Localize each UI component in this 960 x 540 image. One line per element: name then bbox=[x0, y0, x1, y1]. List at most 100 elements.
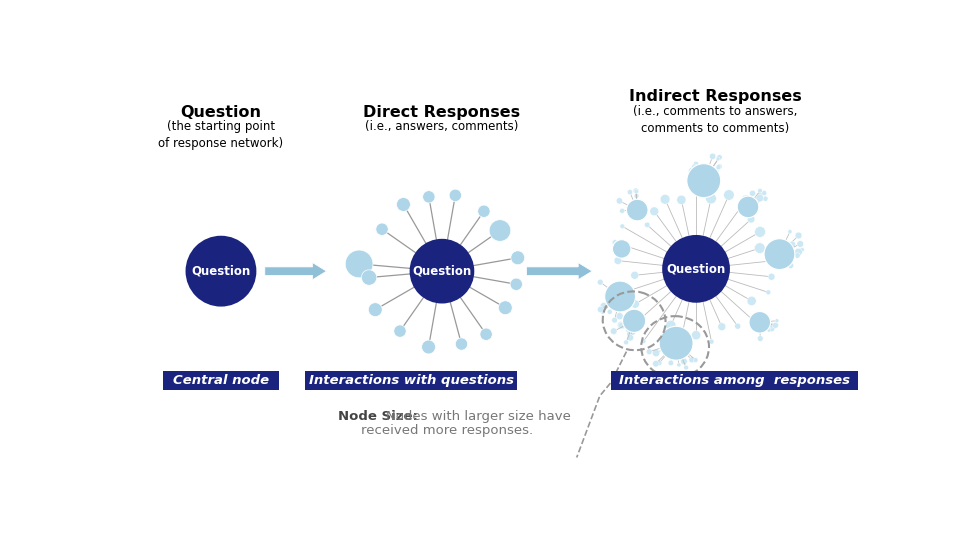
Circle shape bbox=[717, 164, 722, 169]
Circle shape bbox=[755, 226, 765, 237]
Circle shape bbox=[626, 327, 631, 333]
Text: (i.e., answers, comments): (i.e., answers, comments) bbox=[365, 120, 518, 133]
Circle shape bbox=[627, 334, 634, 341]
Text: Direct Responses: Direct Responses bbox=[364, 105, 520, 120]
Circle shape bbox=[788, 253, 795, 260]
Circle shape bbox=[490, 220, 511, 241]
Circle shape bbox=[749, 312, 771, 333]
Circle shape bbox=[706, 193, 716, 204]
Circle shape bbox=[766, 258, 774, 265]
Circle shape bbox=[660, 326, 693, 360]
Circle shape bbox=[635, 194, 638, 198]
Circle shape bbox=[646, 349, 652, 355]
Circle shape bbox=[789, 241, 796, 248]
Circle shape bbox=[795, 253, 800, 258]
Circle shape bbox=[657, 360, 661, 366]
Circle shape bbox=[712, 167, 719, 174]
Circle shape bbox=[689, 357, 695, 363]
Circle shape bbox=[787, 262, 794, 268]
Circle shape bbox=[620, 323, 626, 329]
Circle shape bbox=[681, 358, 687, 365]
Circle shape bbox=[653, 349, 660, 356]
Circle shape bbox=[768, 273, 775, 280]
Text: Question: Question bbox=[666, 262, 726, 275]
Circle shape bbox=[677, 363, 681, 367]
Circle shape bbox=[361, 270, 376, 285]
Circle shape bbox=[724, 190, 734, 200]
Circle shape bbox=[608, 309, 612, 314]
Circle shape bbox=[612, 240, 631, 258]
Circle shape bbox=[767, 328, 771, 332]
Circle shape bbox=[766, 290, 771, 295]
Circle shape bbox=[706, 166, 709, 171]
Circle shape bbox=[665, 320, 676, 330]
FancyBboxPatch shape bbox=[305, 372, 517, 390]
Circle shape bbox=[769, 323, 775, 328]
Circle shape bbox=[717, 154, 722, 160]
Circle shape bbox=[605, 281, 636, 312]
Circle shape bbox=[623, 309, 646, 332]
Circle shape bbox=[611, 328, 617, 334]
Circle shape bbox=[773, 322, 779, 328]
Circle shape bbox=[691, 330, 701, 340]
Circle shape bbox=[369, 303, 382, 316]
Circle shape bbox=[748, 215, 755, 223]
Circle shape bbox=[600, 302, 607, 309]
Circle shape bbox=[755, 243, 765, 253]
Text: Central node: Central node bbox=[173, 374, 269, 387]
Circle shape bbox=[678, 352, 683, 357]
Circle shape bbox=[618, 322, 625, 329]
Text: Question: Question bbox=[180, 105, 261, 120]
Circle shape bbox=[800, 248, 804, 252]
Circle shape bbox=[376, 223, 388, 235]
Circle shape bbox=[597, 306, 604, 313]
Circle shape bbox=[768, 325, 775, 332]
Circle shape bbox=[737, 196, 758, 218]
Circle shape bbox=[660, 194, 670, 204]
Circle shape bbox=[619, 208, 625, 213]
Circle shape bbox=[605, 289, 612, 296]
Text: Question: Question bbox=[413, 265, 471, 278]
Circle shape bbox=[764, 239, 795, 269]
Circle shape bbox=[750, 190, 756, 197]
Text: Nodes with larger size have: Nodes with larger size have bbox=[386, 410, 570, 423]
Circle shape bbox=[634, 188, 638, 193]
Circle shape bbox=[693, 161, 699, 167]
Circle shape bbox=[684, 365, 688, 370]
Circle shape bbox=[422, 191, 435, 203]
Text: received more responses.: received more responses. bbox=[361, 423, 533, 437]
Text: Interactions with questions: Interactions with questions bbox=[309, 374, 514, 387]
Circle shape bbox=[797, 241, 804, 247]
Circle shape bbox=[627, 190, 633, 195]
Circle shape bbox=[693, 166, 698, 171]
Text: Interactions among  responses: Interactions among responses bbox=[619, 374, 850, 387]
Circle shape bbox=[741, 195, 751, 205]
Circle shape bbox=[627, 199, 648, 221]
Circle shape bbox=[624, 340, 629, 345]
FancyBboxPatch shape bbox=[612, 372, 857, 390]
Circle shape bbox=[346, 250, 373, 278]
Circle shape bbox=[396, 198, 410, 211]
Circle shape bbox=[716, 165, 721, 170]
Text: Indirect Responses: Indirect Responses bbox=[629, 90, 802, 104]
Text: Question: Question bbox=[191, 265, 251, 278]
Circle shape bbox=[498, 301, 513, 315]
Circle shape bbox=[455, 338, 468, 350]
Text: (i.e., comments to answers,
comments to comments): (i.e., comments to answers, comments to … bbox=[633, 105, 798, 135]
Text: (the starting point
of response network): (the starting point of response network) bbox=[158, 120, 283, 150]
Circle shape bbox=[608, 288, 612, 293]
Circle shape bbox=[631, 300, 639, 308]
Circle shape bbox=[716, 157, 720, 161]
Circle shape bbox=[756, 194, 763, 201]
Polygon shape bbox=[265, 262, 326, 280]
Circle shape bbox=[788, 249, 794, 255]
Circle shape bbox=[681, 354, 685, 359]
Circle shape bbox=[650, 207, 659, 215]
Circle shape bbox=[510, 278, 522, 291]
Circle shape bbox=[631, 272, 638, 279]
Circle shape bbox=[754, 321, 758, 326]
Circle shape bbox=[709, 153, 716, 159]
Circle shape bbox=[597, 279, 603, 285]
Circle shape bbox=[605, 292, 614, 302]
Circle shape bbox=[795, 232, 802, 239]
